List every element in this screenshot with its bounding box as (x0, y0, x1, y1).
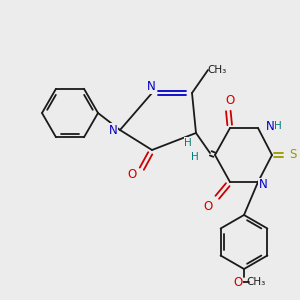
Text: S: S (289, 148, 297, 161)
Text: O: O (203, 200, 213, 212)
Text: H: H (274, 121, 282, 131)
Text: N: N (266, 119, 274, 133)
Text: N: N (259, 178, 267, 191)
Text: N: N (109, 124, 117, 136)
Text: H: H (191, 152, 199, 162)
Text: O: O (225, 94, 235, 107)
Text: O: O (128, 167, 136, 181)
Text: H: H (184, 138, 192, 148)
Text: N: N (147, 80, 155, 94)
Text: CH₃: CH₃ (246, 277, 266, 287)
Text: O: O (233, 275, 243, 289)
Text: CH₃: CH₃ (207, 65, 226, 75)
